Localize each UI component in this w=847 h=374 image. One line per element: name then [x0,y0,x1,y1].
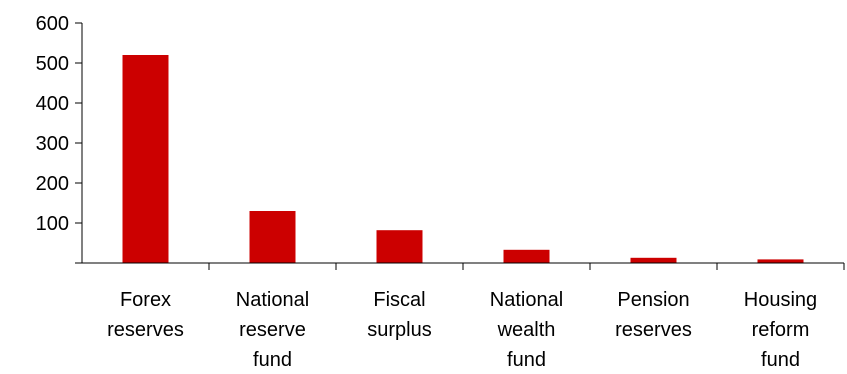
x-axis-ticks [208,263,845,270]
category-label-line: fund [507,349,546,371]
category-label-line: Forex [120,289,171,311]
category-label-0: Forex reserves [107,289,184,341]
category-label-line: Housing [744,289,817,311]
category-label-2: Fiscal surplus [367,289,431,341]
category-label-line: reserve [239,319,306,341]
category-label-line: National [490,289,563,311]
category-label-line: reserves [615,319,692,341]
bar-series [122,55,804,263]
category-label-line: surplus [367,319,431,341]
category-label-line: reserves [107,319,184,341]
y-tick-label: 600 [36,13,69,35]
y-tick-label: 500 [36,53,69,75]
bar-3 [503,249,550,263]
y-axis-ticks [75,22,82,224]
category-label-3: National wealth fund [490,289,563,371]
category-label-line: fund [761,349,800,371]
category-label-1: National reserve fund [236,289,309,371]
category-label-line: National [236,289,309,311]
category-label-4: Pension reserves [615,289,692,341]
y-tick-label: 300 [36,133,69,155]
y-tick-label: 100 [36,213,69,235]
category-label-line: fund [253,349,292,371]
category-label-5: Housing reform fund [744,289,817,371]
category-label-line: wealth [497,319,556,341]
bar-5 [757,259,804,263]
category-label-line: Pension [617,289,689,311]
bar-2 [376,230,423,263]
category-label-line: reform [752,319,810,341]
bar-0 [122,55,169,263]
y-tick-label: 200 [36,173,69,195]
category-label-line: Fiscal [373,289,425,311]
y-axis-tick-labels: 100 200 300 400 500 600 [36,13,69,235]
y-tick-label: 400 [36,93,69,115]
bar-1 [249,211,296,263]
x-axis-category-labels: Forex reserves National reserve fund Fiscal su… [107,289,817,371]
bar-4 [630,257,677,263]
